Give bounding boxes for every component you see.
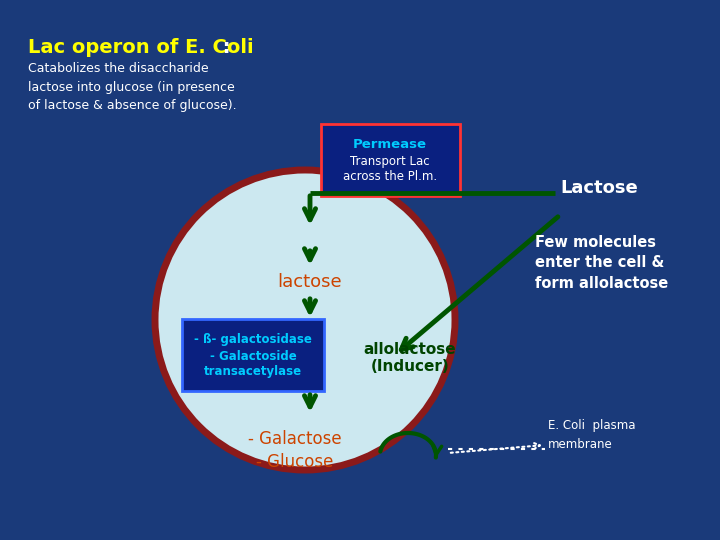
Text: Catabolizes the disaccharide
lactose into glucose (in presence
of lactose & abse: Catabolizes the disaccharide lactose int… xyxy=(28,62,237,112)
FancyBboxPatch shape xyxy=(182,319,324,391)
Text: transacetylase: transacetylase xyxy=(204,366,302,379)
Text: allolactose
(Inducer): allolactose (Inducer) xyxy=(364,342,456,374)
Text: :: : xyxy=(216,38,230,57)
Text: - Galactoside: - Galactoside xyxy=(210,349,297,362)
Text: Permease: Permease xyxy=(353,138,427,151)
Text: Lac operon of E. Coli: Lac operon of E. Coli xyxy=(28,38,253,57)
FancyBboxPatch shape xyxy=(320,124,459,196)
Text: lactose: lactose xyxy=(278,273,342,291)
Ellipse shape xyxy=(155,170,455,470)
Text: - Galactose
- Glucose: - Galactose - Glucose xyxy=(248,430,342,471)
Text: E. Coli  plasma
membrane: E. Coli plasma membrane xyxy=(548,420,636,450)
Text: Lactose: Lactose xyxy=(560,179,638,197)
Text: Transport Lac: Transport Lac xyxy=(350,154,430,167)
Text: Few molecules
enter the cell &
form allolactose: Few molecules enter the cell & form allo… xyxy=(535,235,668,291)
Text: across the Pl.m.: across the Pl.m. xyxy=(343,171,437,184)
Text: - ß- galactosidase: - ß- galactosidase xyxy=(194,333,312,346)
